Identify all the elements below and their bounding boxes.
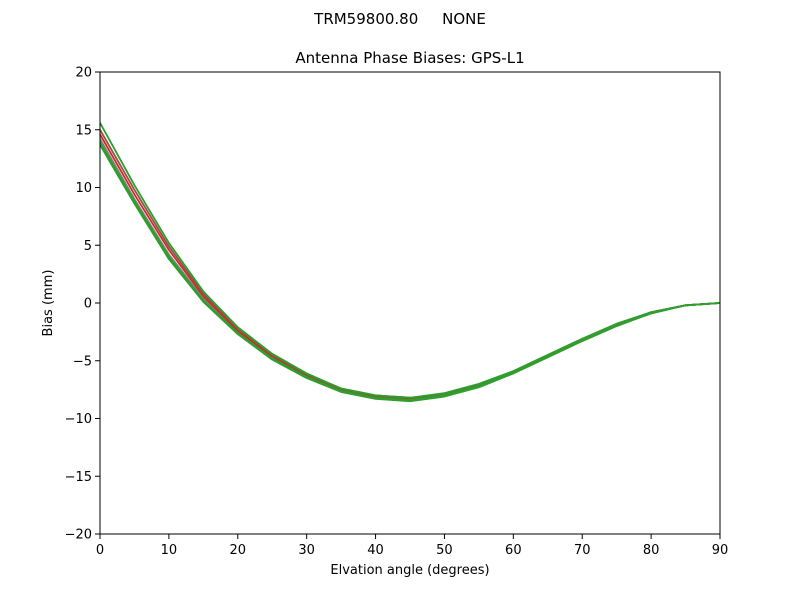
x-tick-label: 60 <box>505 543 522 558</box>
y-tick-label: 10 <box>75 181 92 196</box>
x-tick-label: 50 <box>436 543 453 558</box>
y-tick-label: −15 <box>65 470 92 485</box>
x-tick-label: 40 <box>367 543 384 558</box>
y-tick-label: −10 <box>65 412 92 427</box>
series-line-5 <box>99 122 721 399</box>
series-line-2 <box>99 138 721 401</box>
x-tick-label: 10 <box>161 543 178 558</box>
plot-frame <box>99 71 721 535</box>
x-tick-label: 70 <box>574 543 591 558</box>
y-axis-ticks: −20 −15 −10 −5 0 5 10 15 20 <box>65 66 100 543</box>
series-line-1 <box>99 144 721 403</box>
x-axis-ticks: 0 10 20 30 40 50 60 70 80 90 <box>96 534 728 558</box>
x-tick-label: 80 <box>643 543 660 558</box>
y-tick-label: 20 <box>75 66 92 81</box>
x-tick-label: 20 <box>230 543 247 558</box>
x-axis-label: Elvation angle (degrees) <box>330 563 489 578</box>
x-tick-label: 30 <box>298 543 315 558</box>
y-axis-label: Bias (mm) <box>41 270 56 337</box>
series-line-4 <box>99 129 721 399</box>
y-tick-label: 15 <box>75 123 92 138</box>
series-line-3 <box>99 133 721 400</box>
y-tick-label: 5 <box>84 239 92 254</box>
x-tick-label: 0 <box>96 543 104 558</box>
series-layer <box>99 122 721 403</box>
figure-suptitle: TRM59800.80 NONE <box>313 10 486 28</box>
chart-title: Antenna Phase Biases: GPS-L1 <box>295 49 524 67</box>
y-tick-label: −5 <box>73 354 92 369</box>
y-tick-label: −20 <box>65 528 92 543</box>
x-tick-label: 90 <box>712 543 729 558</box>
y-tick-label: 0 <box>84 297 92 312</box>
series-line-6 <box>99 142 721 401</box>
